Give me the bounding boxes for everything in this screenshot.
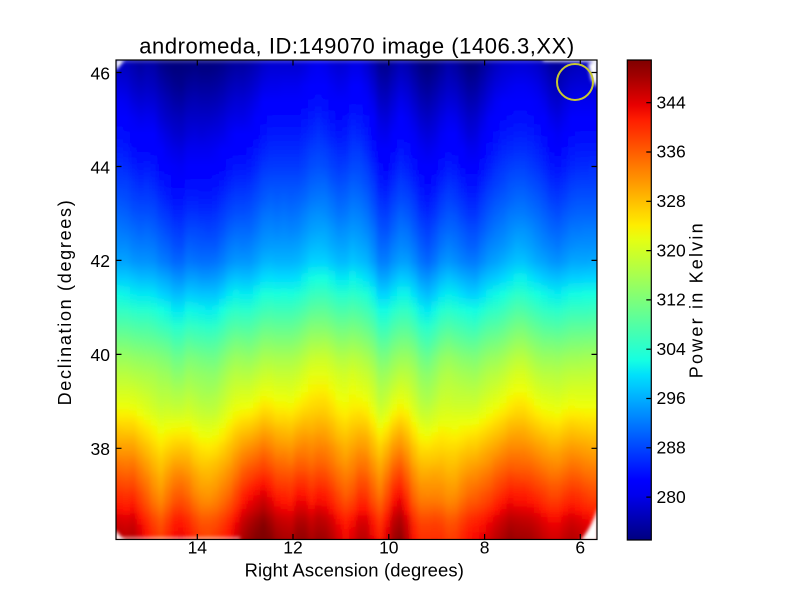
svg-text:Right Ascension (degrees): Right Ascension (degrees) <box>245 559 464 580</box>
svg-text:42: 42 <box>91 251 110 271</box>
svg-text:288: 288 <box>657 438 686 458</box>
svg-text:312: 312 <box>657 290 686 310</box>
svg-text:296: 296 <box>657 388 686 408</box>
svg-text:38: 38 <box>91 439 110 459</box>
svg-text:Power in Kelvin: Power in Kelvin <box>687 221 707 378</box>
svg-text:280: 280 <box>657 487 686 507</box>
svg-text:8: 8 <box>480 538 490 558</box>
svg-text:336: 336 <box>657 142 686 162</box>
svg-text:304: 304 <box>657 339 686 359</box>
svg-text:44: 44 <box>91 157 111 177</box>
svg-text:10: 10 <box>379 538 399 558</box>
svg-text:andromeda, ID:149070 image (14: andromeda, ID:149070 image (1406.3,XX) <box>139 33 575 58</box>
svg-text:40: 40 <box>91 345 111 365</box>
svg-text:12: 12 <box>283 538 302 558</box>
svg-text:14: 14 <box>188 538 208 558</box>
svg-text:Declination (degrees): Declination (degrees) <box>55 199 75 406</box>
svg-text:320: 320 <box>657 240 686 260</box>
svg-text:328: 328 <box>657 191 686 211</box>
svg-text:344: 344 <box>657 92 686 112</box>
svg-text:6: 6 <box>575 538 585 558</box>
svg-text:46: 46 <box>91 63 110 83</box>
